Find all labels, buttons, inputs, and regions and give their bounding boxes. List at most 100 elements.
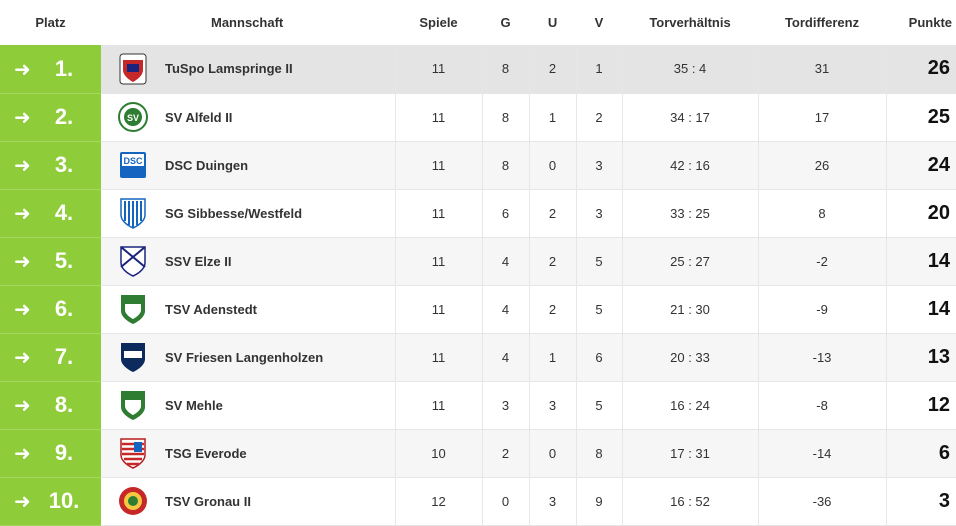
arrow-right-icon: ➜ xyxy=(14,203,31,225)
table-row[interactable]: ➜ 5. SSV Elze II 11 4 2 5 25 : 27 -2 14 xyxy=(0,237,956,286)
crest-red-stripes-icon xyxy=(118,436,148,470)
wins-cell: 8 xyxy=(482,141,530,190)
points-cell: 12 xyxy=(886,381,956,430)
arrow-right-icon: ➜ xyxy=(14,395,31,417)
team-name[interactable]: TSV Gronau II xyxy=(165,477,396,526)
diff-cell: -8 xyxy=(758,381,887,430)
points-cell: 14 xyxy=(886,237,956,286)
table-row[interactable]: ➜ 1. TuSpo Lamspringe II 11 8 2 1 35 : 4 31 26 xyxy=(0,45,956,94)
diff-cell: -13 xyxy=(758,333,887,382)
goals-cell: 16 : 24 xyxy=(622,381,759,430)
crest-blue-dsc-icon: DSC xyxy=(118,148,148,182)
arrow-right-icon: ➜ xyxy=(14,491,31,513)
place-cell: ➜ 3. xyxy=(0,141,101,190)
table-row[interactable]: ➜ 8. SV Mehle 11 3 3 5 16 : 24 -8 12 xyxy=(0,381,956,430)
games-cell: 11 xyxy=(395,237,483,286)
place-cell: ➜ 4. xyxy=(0,189,101,238)
crest-red-green-icon xyxy=(118,484,148,518)
crest-red-icon xyxy=(118,52,148,86)
games-cell: 12 xyxy=(395,477,483,526)
table-row[interactable]: ➜ 6. TSV Adenstedt 11 4 2 5 21 : 30 -9 14 xyxy=(0,285,956,334)
points-cell: 24 xyxy=(886,141,956,190)
games-cell: 11 xyxy=(395,45,483,94)
team-name[interactable]: TSG Everode xyxy=(165,429,396,478)
games-cell: 11 xyxy=(395,381,483,430)
draws-cell: 3 xyxy=(529,381,577,430)
header-losses: V xyxy=(576,0,623,45)
team-name[interactable]: SV Mehle xyxy=(165,381,396,430)
losses-cell: 3 xyxy=(576,141,623,190)
header-wins: G xyxy=(482,0,530,45)
place-cell: ➜ 6. xyxy=(0,285,101,334)
goals-cell: 21 : 30 xyxy=(622,285,759,334)
goals-cell: 34 : 17 xyxy=(622,93,759,142)
table-row[interactable]: ➜ 9. TSG Everode 10 2 0 8 17 : 31 -14 6 xyxy=(0,429,956,478)
arrow-right-icon: ➜ xyxy=(14,443,31,465)
losses-cell: 3 xyxy=(576,189,623,238)
wins-cell: 8 xyxy=(482,45,530,94)
points-cell: 13 xyxy=(886,333,956,382)
header-points: Punkte xyxy=(886,0,956,45)
losses-cell: 6 xyxy=(576,333,623,382)
place-cell: ➜ 5. xyxy=(0,237,101,286)
table-row[interactable]: ➜ 2. SV SV Alfeld II 11 8 1 2 34 : 17 17 25 xyxy=(0,93,956,142)
diff-cell: 8 xyxy=(758,189,887,238)
place-number: 7. xyxy=(54,344,74,369)
draws-cell: 2 xyxy=(529,45,577,94)
wins-cell: 3 xyxy=(482,381,530,430)
wins-cell: 2 xyxy=(482,429,530,478)
arrow-right-icon: ➜ xyxy=(14,107,31,129)
crest-white-blue-icon xyxy=(118,244,148,278)
table-row[interactable]: ➜ 10. TSV Gronau II 12 0 3 9 16 : 52 -36 3 xyxy=(0,477,956,526)
diff-cell: -14 xyxy=(758,429,887,478)
header-place: Platz xyxy=(0,0,101,45)
games-cell: 11 xyxy=(395,93,483,142)
wins-cell: 6 xyxy=(482,189,530,238)
diff-cell: 31 xyxy=(758,45,887,94)
points-cell: 26 xyxy=(886,45,956,94)
place-number: 9. xyxy=(54,440,74,465)
diff-cell: 26 xyxy=(758,141,887,190)
team-name[interactable]: TSV Adenstedt xyxy=(165,285,396,334)
games-cell: 11 xyxy=(395,141,483,190)
points-cell: 20 xyxy=(886,189,956,238)
losses-cell: 9 xyxy=(576,477,623,526)
goals-cell: 25 : 27 xyxy=(622,237,759,286)
arrow-right-icon: ➜ xyxy=(14,251,31,273)
losses-cell: 2 xyxy=(576,93,623,142)
team-name[interactable]: SV Friesen Langenholzen xyxy=(165,333,396,382)
table-row[interactable]: ➜ 7. SV Friesen Langenholzen 11 4 1 6 20 : 33 -1… xyxy=(0,333,956,382)
team-name[interactable]: TuSpo Lamspringe II xyxy=(165,45,396,94)
svg-text:DSC: DSC xyxy=(123,156,143,166)
draws-cell: 2 xyxy=(529,189,577,238)
diff-cell: 17 xyxy=(758,93,887,142)
losses-cell: 5 xyxy=(576,237,623,286)
wins-cell: 0 xyxy=(482,477,530,526)
team-name[interactable]: DSC Duingen xyxy=(165,141,396,190)
place-number: 1. xyxy=(54,55,74,81)
draws-cell: 2 xyxy=(529,285,577,334)
place-number: 10. xyxy=(48,488,80,513)
draws-cell: 1 xyxy=(529,333,577,382)
games-cell: 10 xyxy=(395,429,483,478)
header-draws: U xyxy=(529,0,577,45)
goals-cell: 33 : 25 xyxy=(622,189,759,238)
crest-green-shield-icon xyxy=(118,388,148,422)
table-row[interactable]: ➜ 4. SG Sibbesse/Westfeld 11 6 2 3 33 : 25 8 20 xyxy=(0,189,956,238)
crest-navy-icon xyxy=(118,340,148,374)
wins-cell: 4 xyxy=(482,333,530,382)
draws-cell: 2 xyxy=(529,237,577,286)
team-name[interactable]: SV Alfeld II xyxy=(165,93,396,142)
team-name[interactable]: SSV Elze II xyxy=(165,237,396,286)
table-row[interactable]: ➜ 3. DSC DSC Duingen 11 8 0 3 42 : 16 26 24 xyxy=(0,141,956,190)
diff-cell: -2 xyxy=(758,237,887,286)
arrow-right-icon: ➜ xyxy=(14,155,31,177)
team-name[interactable]: SG Sibbesse/Westfeld xyxy=(165,189,396,238)
points-cell: 3 xyxy=(886,477,956,526)
goals-cell: 42 : 16 xyxy=(622,141,759,190)
losses-cell: 8 xyxy=(576,429,623,478)
wins-cell: 4 xyxy=(482,285,530,334)
place-number: 5. xyxy=(54,248,74,273)
points-cell: 25 xyxy=(886,93,956,142)
